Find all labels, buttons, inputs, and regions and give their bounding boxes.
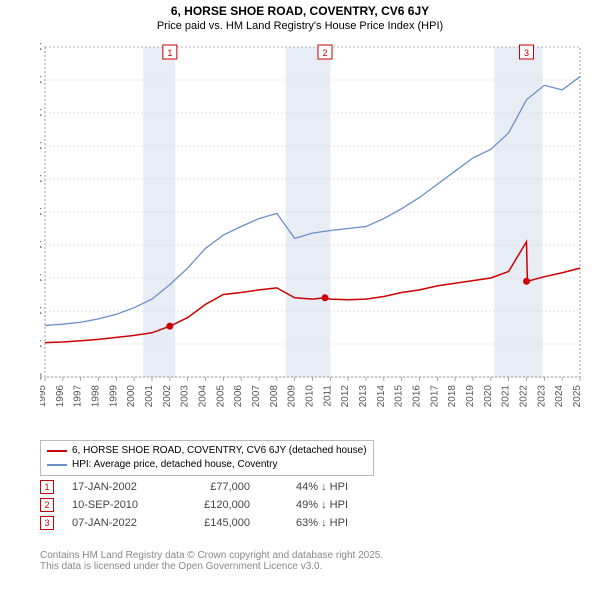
svg-text:1996: 1996 bbox=[55, 385, 66, 408]
svg-text:2015: 2015 bbox=[394, 385, 405, 408]
marker-date: 10-SEP-2010 bbox=[72, 499, 162, 511]
svg-text:2020: 2020 bbox=[483, 385, 494, 408]
svg-text:2007: 2007 bbox=[251, 385, 262, 408]
svg-text:2004: 2004 bbox=[198, 385, 209, 408]
footer-line: Contains HM Land Registry data © Crown c… bbox=[40, 550, 383, 561]
svg-text:2022: 2022 bbox=[519, 385, 530, 408]
marker-hpi-delta: 49% ↓ HPI bbox=[268, 499, 348, 511]
legend-label: 6, HORSE SHOE ROAD, COVENTRY, CV6 6JY (d… bbox=[72, 444, 367, 458]
legend-item: HPI: Average price, detached house, Cove… bbox=[47, 458, 367, 472]
svg-text:£500K: £500K bbox=[40, 42, 42, 53]
marker-date: 17-JAN-2002 bbox=[72, 481, 162, 493]
svg-text:2009: 2009 bbox=[287, 385, 298, 408]
marker-number-box: 2 bbox=[40, 498, 54, 512]
svg-text:£150K: £150K bbox=[40, 273, 42, 284]
svg-text:£100K: £100K bbox=[40, 306, 42, 317]
svg-text:£350K: £350K bbox=[40, 141, 42, 152]
svg-text:2001: 2001 bbox=[144, 385, 155, 408]
svg-text:2: 2 bbox=[322, 48, 327, 58]
legend-label: HPI: Average price, detached house, Cove… bbox=[72, 458, 278, 472]
svg-text:2014: 2014 bbox=[376, 385, 387, 408]
svg-text:2021: 2021 bbox=[501, 385, 512, 408]
svg-text:2000: 2000 bbox=[126, 385, 137, 408]
svg-text:2024: 2024 bbox=[554, 385, 565, 408]
svg-text:1: 1 bbox=[167, 48, 172, 58]
marker-date: 07-JAN-2022 bbox=[72, 517, 162, 529]
markers-table: 1 17-JAN-2002 £77,000 44% ↓ HPI 2 10-SEP… bbox=[40, 480, 348, 534]
svg-text:2019: 2019 bbox=[465, 385, 476, 408]
marker-number-box: 3 bbox=[40, 516, 54, 530]
chart-area: £0 £50K £100K £150K £200K £250K £300K £350K £400… bbox=[40, 42, 585, 402]
svg-text:£200K: £200K bbox=[40, 240, 42, 251]
svg-text:3: 3 bbox=[524, 48, 529, 58]
svg-text:1999: 1999 bbox=[108, 385, 119, 408]
svg-text:2025: 2025 bbox=[572, 385, 583, 408]
footer-text: Contains HM Land Registry data © Crown c… bbox=[40, 550, 383, 572]
marker-hpi-delta: 44% ↓ HPI bbox=[268, 481, 348, 493]
svg-text:2006: 2006 bbox=[233, 385, 244, 408]
chart-svg: £0 £50K £100K £150K £200K £250K £300K £350K £400… bbox=[40, 42, 585, 442]
svg-text:1995: 1995 bbox=[40, 385, 48, 408]
svg-text:2013: 2013 bbox=[358, 385, 369, 408]
svg-text:£400K: £400K bbox=[40, 108, 42, 119]
page-container: 6, HORSE SHOE ROAD, COVENTRY, CV6 6JY Pr… bbox=[0, 0, 600, 590]
marker-price: £77,000 bbox=[180, 481, 250, 493]
marker-row: 1 17-JAN-2002 £77,000 44% ↓ HPI bbox=[40, 480, 348, 494]
svg-text:2018: 2018 bbox=[447, 385, 458, 408]
marker-row: 3 07-JAN-2022 £145,000 63% ↓ HPI bbox=[40, 516, 348, 530]
svg-text:2016: 2016 bbox=[412, 385, 423, 408]
marker-hpi-delta: 63% ↓ HPI bbox=[268, 517, 348, 529]
marker-price: £145,000 bbox=[180, 517, 250, 529]
chart-subtitle: Price paid vs. HM Land Registry's House … bbox=[0, 18, 600, 32]
legend-item: 6, HORSE SHOE ROAD, COVENTRY, CV6 6JY (d… bbox=[47, 444, 367, 458]
legend-swatch bbox=[47, 450, 67, 452]
svg-text:2017: 2017 bbox=[429, 385, 440, 408]
marker-number-box: 1 bbox=[40, 480, 54, 494]
svg-text:2012: 2012 bbox=[340, 385, 351, 408]
svg-text:£450K: £450K bbox=[40, 75, 42, 86]
svg-text:2010: 2010 bbox=[305, 385, 316, 408]
svg-text:2002: 2002 bbox=[162, 385, 173, 408]
marker-price: £120,000 bbox=[180, 499, 250, 511]
svg-text:£300K: £300K bbox=[40, 174, 42, 185]
svg-text:1998: 1998 bbox=[91, 385, 102, 408]
svg-text:£0: £0 bbox=[40, 372, 42, 383]
svg-text:£250K: £250K bbox=[40, 207, 42, 218]
svg-text:2011: 2011 bbox=[322, 385, 333, 407]
legend-swatch bbox=[47, 464, 67, 466]
footer-line: This data is licensed under the Open Gov… bbox=[40, 561, 383, 572]
svg-text:2008: 2008 bbox=[269, 385, 280, 408]
chart-title: 6, HORSE SHOE ROAD, COVENTRY, CV6 6JY bbox=[0, 0, 600, 18]
svg-text:2005: 2005 bbox=[215, 385, 226, 408]
svg-text:1997: 1997 bbox=[73, 385, 84, 408]
marker-row: 2 10-SEP-2010 £120,000 49% ↓ HPI bbox=[40, 498, 348, 512]
svg-text:2003: 2003 bbox=[180, 385, 191, 408]
svg-text:2023: 2023 bbox=[536, 385, 547, 408]
svg-text:£50K: £50K bbox=[40, 339, 42, 350]
legend-box: 6, HORSE SHOE ROAD, COVENTRY, CV6 6JY (d… bbox=[40, 440, 374, 476]
